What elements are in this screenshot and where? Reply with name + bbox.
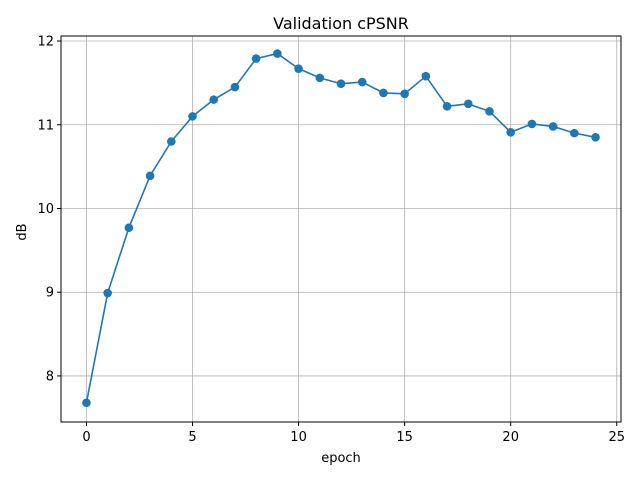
data-point [124,223,134,233]
data-point [230,82,240,92]
x-tick-label: 5 [188,430,196,445]
data-point [315,73,325,83]
data-point [485,107,494,116]
series-layer [82,49,600,408]
data-point [209,95,219,104]
axes [57,35,622,426]
data-point [379,88,388,98]
data-point [188,112,197,121]
x-tick-label: 10 [290,430,307,445]
data-point [357,77,367,87]
y-tick-label: 8 [46,369,54,384]
x-tick-label: 25 [608,430,625,445]
x-tick-label: 20 [502,430,519,445]
plot-frame [60,35,622,423]
data-point [251,54,261,63]
y-tick-label: 11 [37,118,54,133]
x-tick-label: 0 [82,430,90,445]
y-tick-label: 10 [37,202,54,217]
x-tick-label: 15 [396,430,413,445]
chart-title: Validation cPSNR [273,14,409,33]
data-point [548,122,558,131]
y-tick-label: 9 [46,286,54,301]
data-point [82,398,91,408]
data-point [421,71,431,81]
y-axis-label: dB [15,223,30,240]
data-point [103,288,112,298]
y-tick-label: 12 [37,35,54,50]
data-point [400,89,409,99]
data-point [570,128,579,138]
data-point [145,171,155,181]
data-point [463,99,473,109]
data-point [591,133,600,142]
data-point [336,79,346,89]
data-point [273,49,282,58]
tick-labels: 0 5 10 15 20 25 8 9 10 11 12 [37,35,625,445]
data-point [527,119,537,129]
x-axis-label: epoch [321,451,361,466]
data-point [167,137,176,146]
data-point [294,64,303,73]
data-point [506,127,515,137]
data-point [442,102,452,111]
